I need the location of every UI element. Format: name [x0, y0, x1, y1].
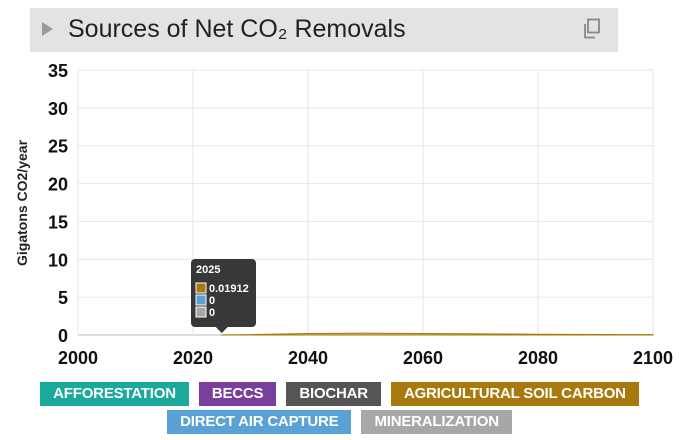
x-tick-label: 2000	[58, 348, 98, 368]
legend-row-1: AFFORESTATION BECCS BIOCHAR AGRICULTURAL SO…	[0, 382, 679, 406]
tooltip-swatch	[195, 306, 207, 318]
tooltip-box	[191, 259, 256, 327]
y-tick-label: 20	[48, 175, 68, 195]
x-tick-label: 2060	[403, 348, 443, 368]
y-axis-label: Gigatons CO2/year	[14, 139, 30, 266]
y-tick-label: 25	[48, 137, 68, 157]
legend-item-direct-air-capture[interactable]: DIRECT AIR CAPTURE	[167, 410, 352, 434]
legend-row-2: DIRECT AIR CAPTURE MINERALIZATION	[0, 410, 679, 434]
copy-icon[interactable]	[582, 18, 602, 40]
tooltip-value: 0.01912	[209, 283, 249, 295]
y-tick-label: 10	[48, 250, 68, 270]
tooltip-swatch	[195, 282, 207, 294]
x-tick-label: 2040	[288, 348, 328, 368]
tooltip-swatch	[195, 294, 207, 306]
tooltip-value: 0	[209, 307, 215, 319]
legend-item-afforestation[interactable]: AFFORESTATION	[40, 382, 189, 406]
y-tick-label: 35	[48, 61, 68, 81]
tooltip-year: 2025	[196, 264, 220, 276]
y-tick-label: 0	[58, 326, 68, 346]
x-tick-label: 2080	[518, 348, 558, 368]
series-areas	[221, 332, 654, 336]
y-tick-label: 15	[48, 212, 68, 232]
expand-triangle-icon[interactable]	[42, 22, 53, 36]
tooltip-value: 0	[209, 295, 215, 307]
legend-item-mineralization[interactable]: MINERALIZATION	[361, 410, 512, 434]
tooltip-pointer	[215, 327, 228, 333]
y-tick-label: 30	[48, 99, 68, 119]
legend-item-biochar[interactable]: BIOCHAR	[286, 382, 381, 406]
grid-lines	[77, 69, 654, 336]
series-area	[221, 332, 654, 336]
legend-item-agricultural-soil-carbon[interactable]: AGRICULTURAL SOIL CARBON	[390, 382, 639, 406]
chart-header: Sources of Net CO₂ Removals	[30, 8, 618, 52]
y-tick-labels: 0 5 10 15 20 25 30 35	[48, 61, 68, 346]
chart-title: Sources of Net CO₂ Removals	[68, 15, 406, 43]
legend-item-beccs[interactable]: BECCS	[198, 382, 277, 406]
x-tick-labels: 2000 2020 2040 2060 2080 2100	[58, 348, 673, 368]
x-tick-label: 2020	[173, 348, 213, 368]
x-tick-label: 2100	[633, 348, 673, 368]
y-tick-label: 5	[58, 288, 68, 308]
